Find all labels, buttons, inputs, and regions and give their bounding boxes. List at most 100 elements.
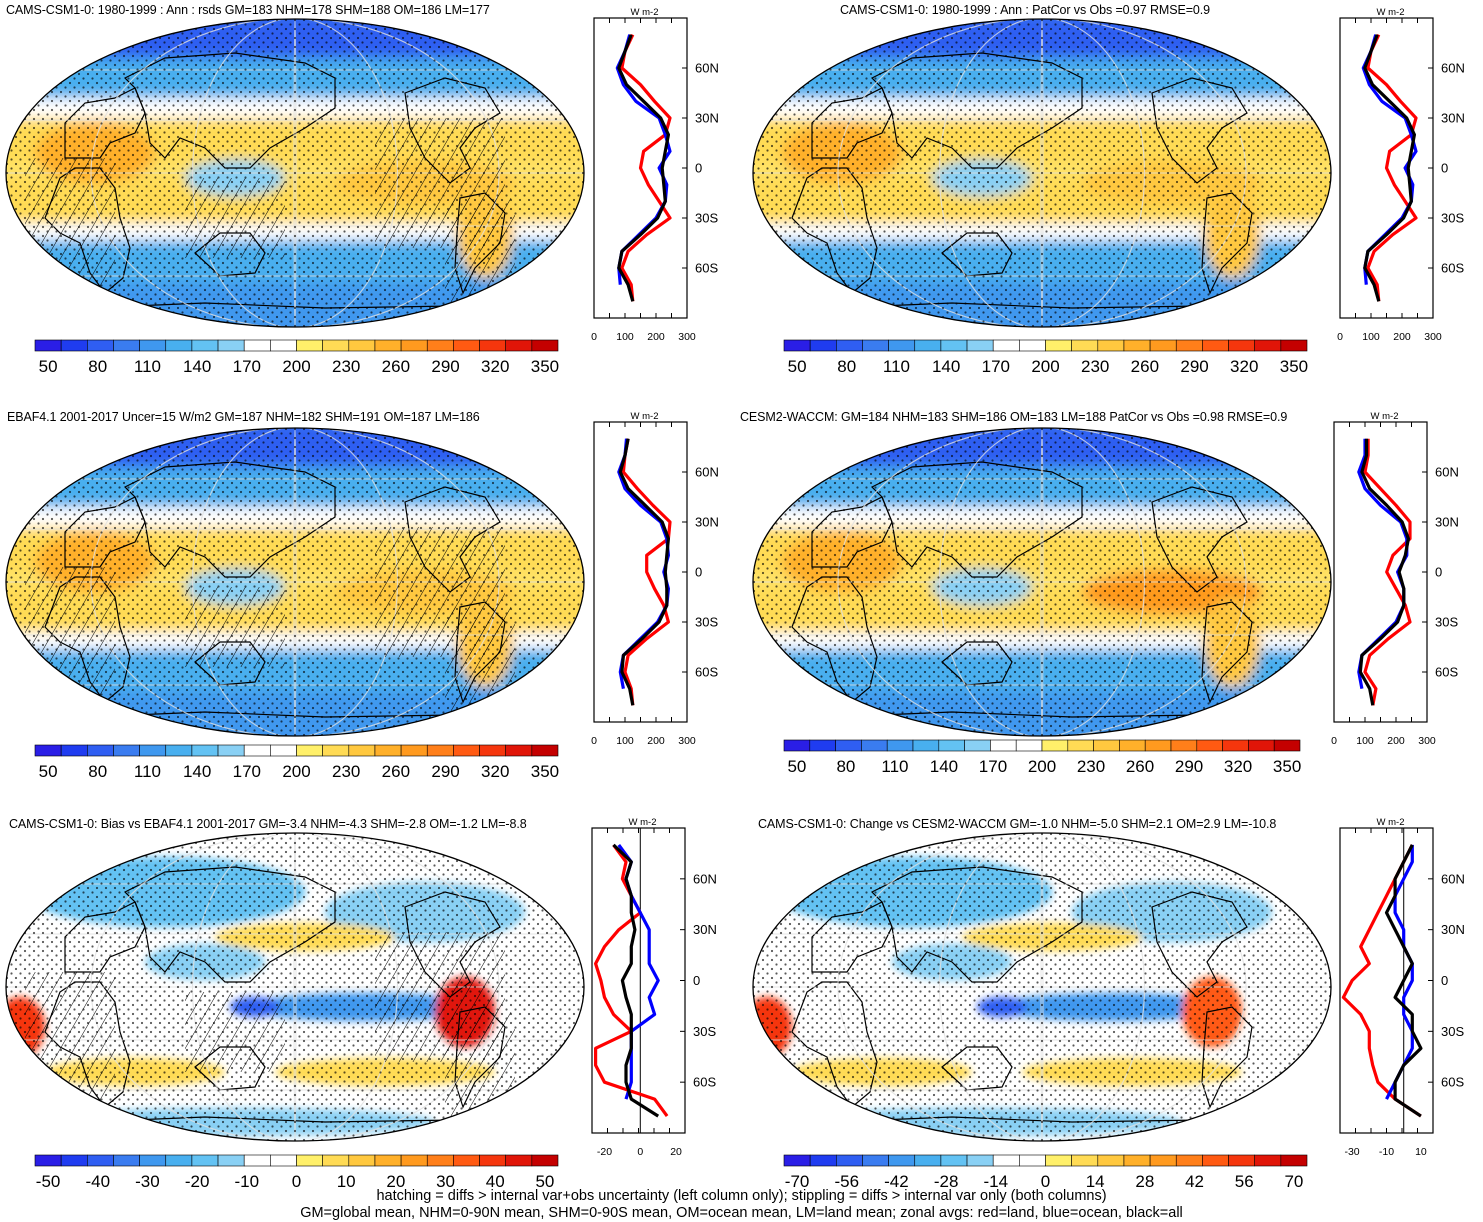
colorbar-label: 140 <box>930 757 958 776</box>
colorbar-swatch <box>1071 1154 1099 1167</box>
colorbar-swatch <box>322 339 350 352</box>
world-map <box>752 427 1332 737</box>
colorbar-label: 230 <box>1077 757 1105 776</box>
zonal-x-tick-label: -30 <box>1344 1146 1359 1158</box>
zonal-x-tick-label: -20 <box>597 1146 612 1158</box>
colorbar-swatch <box>453 744 480 757</box>
colorbar-swatch <box>1248 739 1275 752</box>
colorbar-label: 20 <box>386 1172 405 1191</box>
colorbar-swatch <box>809 339 837 352</box>
zonal-unit-label: W m-2 <box>631 411 659 422</box>
zonal-mean-plot: 60N 30N 0 30S 60S 0 100 200 300 W m-2 <box>591 7 719 343</box>
colorbar-label: 80 <box>837 357 856 376</box>
colorbar-swatch <box>783 1154 811 1167</box>
latitude-tick-label: 30S <box>695 211 718 226</box>
colorbar-swatch <box>992 339 1020 352</box>
zonal-series-land <box>1363 438 1412 706</box>
colorbar-label: 350 <box>531 357 559 376</box>
zonal-series-land <box>620 34 672 302</box>
latitude-tick-label: 60S <box>695 665 718 680</box>
latitude-tick-label: 0 <box>695 565 702 580</box>
zonal-mean-plot: 60N 30N 0 30S 60S 0 100 200 300 W m-2 <box>1331 411 1459 747</box>
zonal-series-all <box>1384 844 1423 1118</box>
colorbar-swatch <box>348 1154 376 1167</box>
colorbar-swatch <box>835 739 862 752</box>
colorbar-label: 110 <box>881 757 908 776</box>
colorbar-label: 0 <box>1041 1172 1050 1191</box>
colorbar-swatch <box>1119 739 1146 752</box>
colorbar-swatch <box>296 744 323 757</box>
map-outline <box>752 18 1332 328</box>
colorbar-swatch <box>191 1154 219 1167</box>
colorbar-swatch <box>1202 339 1229 352</box>
colorbar-swatch <box>34 339 62 352</box>
colorbar-label: -14 <box>984 1172 1009 1191</box>
colorbar-swatch <box>505 744 533 757</box>
zonal-frame <box>593 421 688 723</box>
colorbar-swatch <box>1045 1154 1072 1167</box>
zonal-series-all <box>612 843 660 1118</box>
colorbar-swatch <box>453 1154 480 1167</box>
colorbar-label: 350 <box>1280 357 1308 376</box>
colorbar-swatch <box>426 744 454 757</box>
latitude-tick-label: 0 <box>1435 565 1442 580</box>
map-field <box>753 19 1331 327</box>
colorbar-swatch <box>1067 739 1094 752</box>
colorbar-label: 350 <box>1273 757 1301 776</box>
latitude-tick-label: 60N <box>693 871 717 886</box>
map-outline <box>5 427 585 737</box>
colorbar-label: 170 <box>233 357 261 376</box>
colorbar-swatch <box>1175 1154 1203 1167</box>
colorbar-swatch <box>113 339 140 352</box>
colorbar-swatch <box>938 739 965 752</box>
zonal-mean-plot: 60N 30N 0 30S 60S 0 100 200 300 W m-2 <box>1337 7 1465 343</box>
zonal-x-tick-label: 100 <box>1362 331 1380 343</box>
colorbar-swatch <box>914 339 942 352</box>
colorbar-swatch <box>1071 339 1099 352</box>
colorbar-swatch <box>966 339 994 352</box>
colorbar-swatch <box>113 1154 140 1167</box>
colorbar-label: 230 <box>332 762 360 781</box>
colorbar-swatch <box>270 339 297 352</box>
colorbar-label: 320 <box>1230 357 1258 376</box>
zonal-frame <box>591 827 686 1134</box>
colorbar-swatch <box>60 744 88 757</box>
colorbar-label: -40 <box>85 1172 110 1191</box>
latitude-tick-label: 60S <box>1435 665 1458 680</box>
zonal-x-tick-label: 0 <box>637 1146 643 1158</box>
map-outline <box>5 18 585 328</box>
colorbar-swatch <box>964 739 991 752</box>
colorbar-swatch <box>479 744 506 757</box>
colorbar-swatch <box>217 339 245 352</box>
colorbar-swatch <box>374 339 402 352</box>
zonal-x-tick-label: 10 <box>1415 1146 1427 1158</box>
zonal-unit-label: W m-2 <box>1377 7 1405 18</box>
colorbar-label: 230 <box>332 357 360 376</box>
latitude-tick-label: 60S <box>695 261 718 276</box>
zonal-series-all <box>618 438 670 706</box>
colorbar-label: 42 <box>1185 1172 1204 1191</box>
colorbar-swatch <box>426 1154 454 1167</box>
colorbar-label: 80 <box>836 757 855 776</box>
colorbar-label: 140 <box>183 357 211 376</box>
colorbar-label: 320 <box>481 357 509 376</box>
colorbar-swatch <box>1123 339 1151 352</box>
colorbar-label: 50 <box>39 357 58 376</box>
colorbar-label: 28 <box>1135 1172 1154 1191</box>
zonal-series-land <box>621 438 672 706</box>
zonal-x-tick-label: 300 <box>1418 735 1436 747</box>
colorbar-swatch <box>34 1154 62 1167</box>
colorbar: -70 -56 -42 -28 -14 0 14 28 42 56 70 <box>783 1154 1308 1191</box>
zonal-series-land <box>1366 34 1418 302</box>
colorbar-label: 290 <box>431 762 459 781</box>
colorbar-swatch <box>835 339 863 352</box>
colorbar-label: 30 <box>436 1172 455 1191</box>
zonal-unit-label: W m-2 <box>1371 411 1399 422</box>
colorbar-label: 290 <box>1180 357 1208 376</box>
map-field <box>753 833 1331 1141</box>
colorbar-swatch <box>165 744 193 757</box>
colorbar-swatch <box>783 739 811 752</box>
colorbar-swatch <box>1045 339 1072 352</box>
zonal-x-tick-label: 100 <box>616 331 634 343</box>
panel-title: CAMS-CSM1-0: 1980-1999 : Ann : rsds GM=1… <box>6 3 490 17</box>
